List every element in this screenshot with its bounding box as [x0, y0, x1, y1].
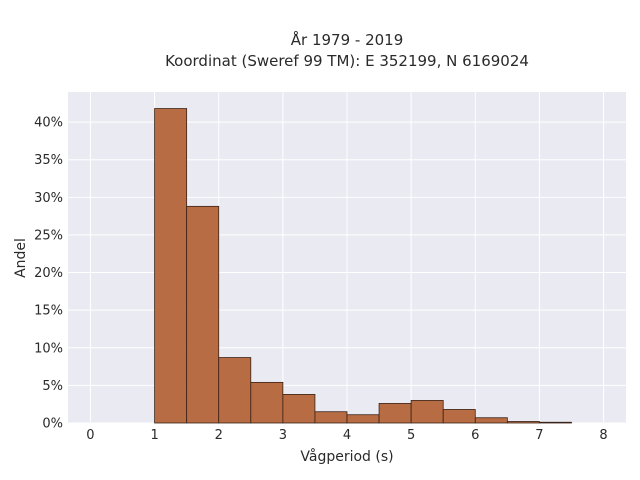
x-tick-label: 4 — [343, 428, 351, 443]
histogram-bar-8 — [410, 400, 444, 424]
histogram-bar-7 — [378, 403, 412, 424]
x-tick-label: 2 — [215, 428, 223, 443]
histogram-bar-6 — [346, 414, 380, 424]
x-tick-label: 7 — [535, 428, 543, 443]
y-tick-label: 15% — [34, 304, 63, 319]
histogram-bar-1 — [186, 205, 220, 424]
y-tick-label: 35% — [34, 153, 63, 168]
histogram-bar-10 — [474, 417, 508, 424]
y-tick-label: 25% — [34, 228, 63, 243]
chart-subtitle: Koordinat (Sweref 99 TM): E 352199, N 61… — [165, 52, 529, 70]
histogram-bar-5 — [314, 411, 348, 424]
histogram-bar-12 — [539, 421, 572, 424]
x-tick-label: 8 — [599, 428, 607, 443]
histogram-bar-3 — [250, 381, 284, 424]
histogram-bar-11 — [506, 421, 540, 424]
bars — [154, 108, 572, 424]
y-tick-label: 10% — [34, 341, 63, 356]
x-axis-ticks: 0 1 2 3 4 5 6 7 8 — [86, 428, 607, 443]
histogram-bar-2 — [218, 357, 252, 424]
y-tick-label: 40% — [34, 116, 63, 131]
x-tick-label: 6 — [471, 428, 479, 443]
x-tick-label: 1 — [150, 428, 158, 443]
y-tick-label: 0% — [42, 417, 63, 432]
y-axis-label: Andel — [13, 238, 29, 278]
y-tick-label: 30% — [34, 191, 63, 206]
chart-title: År 1979 - 2019 — [291, 30, 404, 49]
histogram-bar-9 — [442, 409, 476, 424]
x-tick-label: 3 — [279, 428, 287, 443]
histogram-bar-4 — [282, 394, 316, 424]
x-tick-label: 5 — [407, 428, 415, 443]
histogram-bar-0 — [154, 108, 188, 424]
y-tick-label: 20% — [34, 266, 63, 281]
y-axis-ticks: 0% 5% 10% 15% 20% 25% 30% 35% 40% — [34, 116, 63, 432]
x-tick-label: 0 — [86, 428, 94, 443]
y-tick-label: 5% — [42, 379, 63, 394]
x-axis-label: Vågperiod (s) — [300, 448, 393, 465]
